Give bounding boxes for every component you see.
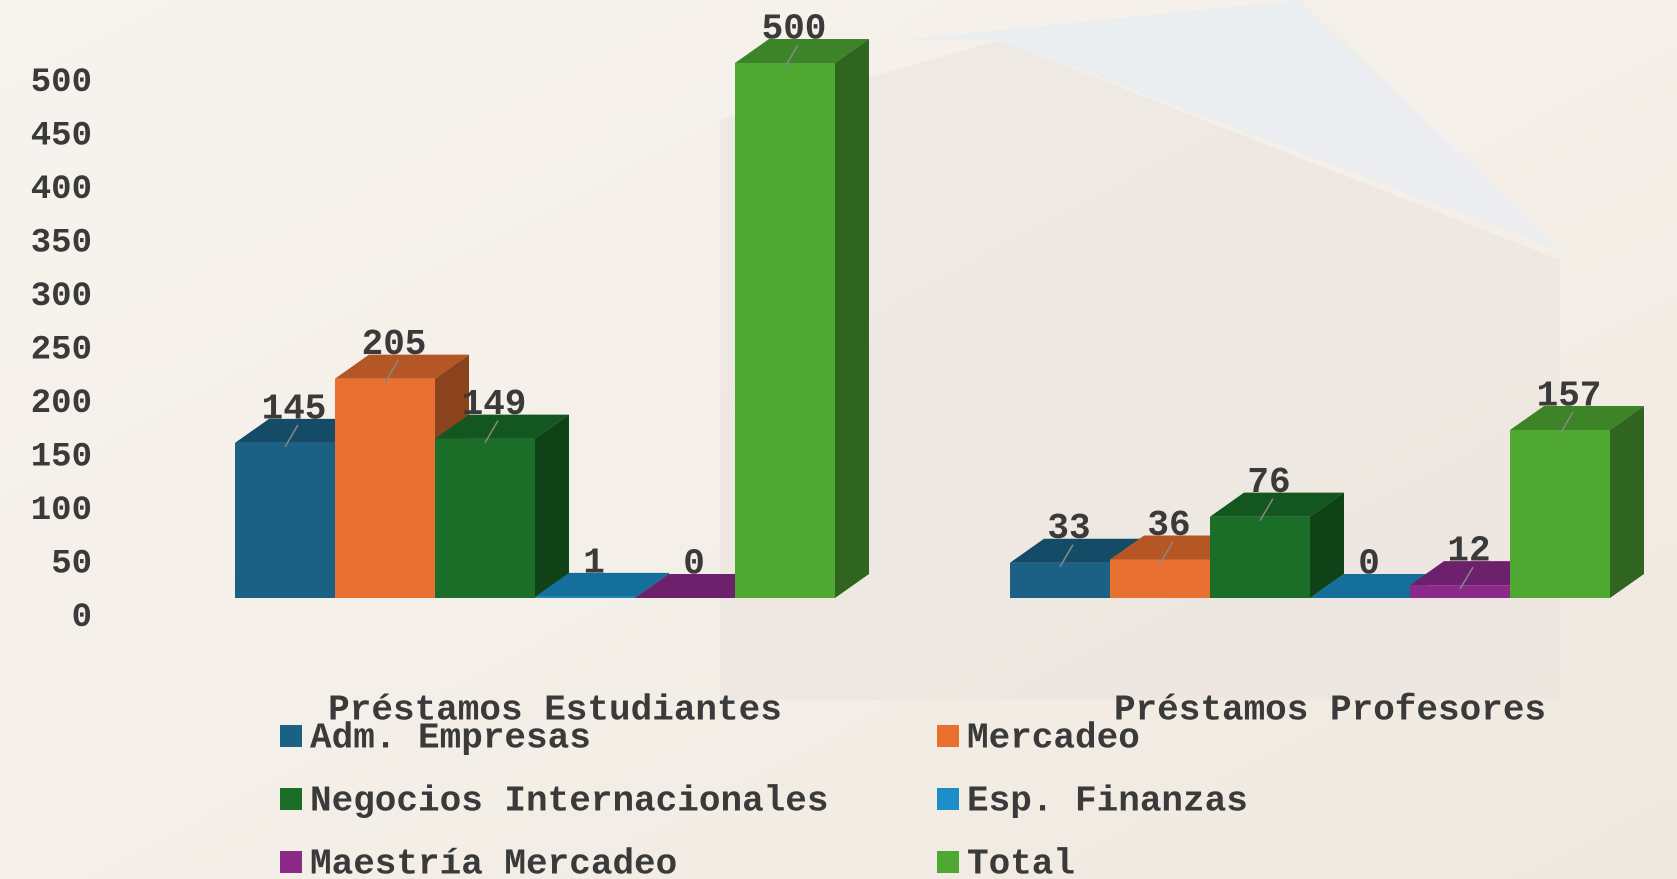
bar-side xyxy=(835,39,869,598)
value-label: 1 xyxy=(583,542,605,583)
y-tick-label: 50 xyxy=(51,545,92,583)
y-tick-label: 500 xyxy=(31,64,92,102)
bar xyxy=(1410,585,1510,598)
value-label: 205 xyxy=(362,324,427,365)
bar xyxy=(735,63,835,598)
bar xyxy=(535,597,635,598)
legend-label: Esp. Finanzas xyxy=(967,781,1248,822)
legend-swatch xyxy=(280,788,302,810)
bar xyxy=(1110,559,1210,598)
y-tick-label: 350 xyxy=(31,224,92,262)
y-tick-label: 100 xyxy=(31,492,92,530)
x-tick-label: Préstamos Profesores xyxy=(1114,690,1546,731)
bar xyxy=(1010,563,1110,598)
bar xyxy=(235,443,335,598)
y-tick-label: 400 xyxy=(31,171,92,209)
bar xyxy=(335,379,435,598)
y-tick-label: 450 xyxy=(31,117,92,155)
bar-side xyxy=(535,415,569,598)
value-label: 500 xyxy=(762,9,827,50)
bar xyxy=(435,439,535,598)
y-tick-label: 150 xyxy=(31,438,92,476)
value-label: 0 xyxy=(1358,544,1380,585)
legend-swatch xyxy=(937,851,959,873)
legend-swatch xyxy=(280,725,302,747)
bar xyxy=(1510,430,1610,598)
legend-label: Adm. Empresas xyxy=(310,718,591,759)
bar xyxy=(1210,517,1310,598)
legend-label: Maestría Mercadeo xyxy=(310,844,677,879)
y-tick-label: 0 xyxy=(72,599,92,637)
value-label: 36 xyxy=(1147,505,1190,546)
y-tick-label: 250 xyxy=(31,331,92,369)
value-label: 145 xyxy=(262,388,327,429)
legend-label: Total xyxy=(967,844,1075,879)
legend-swatch xyxy=(937,725,959,747)
value-label: 157 xyxy=(1537,376,1602,417)
legend-swatch xyxy=(937,788,959,810)
page: {"chart_data": {"type": "bar3d", "catego… xyxy=(0,0,1677,879)
value-label: 149 xyxy=(462,384,527,425)
legend-swatch xyxy=(280,851,302,873)
value-label: 76 xyxy=(1247,462,1290,503)
value-label: 33 xyxy=(1047,508,1090,549)
legend-label: Mercadeo xyxy=(967,718,1140,759)
value-label: 0 xyxy=(683,544,705,585)
y-tick-label: 300 xyxy=(31,278,92,316)
y-tick-label: 200 xyxy=(31,385,92,423)
legend-label: Negocios Internacionales xyxy=(310,781,828,822)
bar-side xyxy=(1610,406,1644,598)
chart: 0501001502002503003504004505001452051491… xyxy=(0,0,1677,879)
value-label: 12 xyxy=(1447,531,1490,572)
